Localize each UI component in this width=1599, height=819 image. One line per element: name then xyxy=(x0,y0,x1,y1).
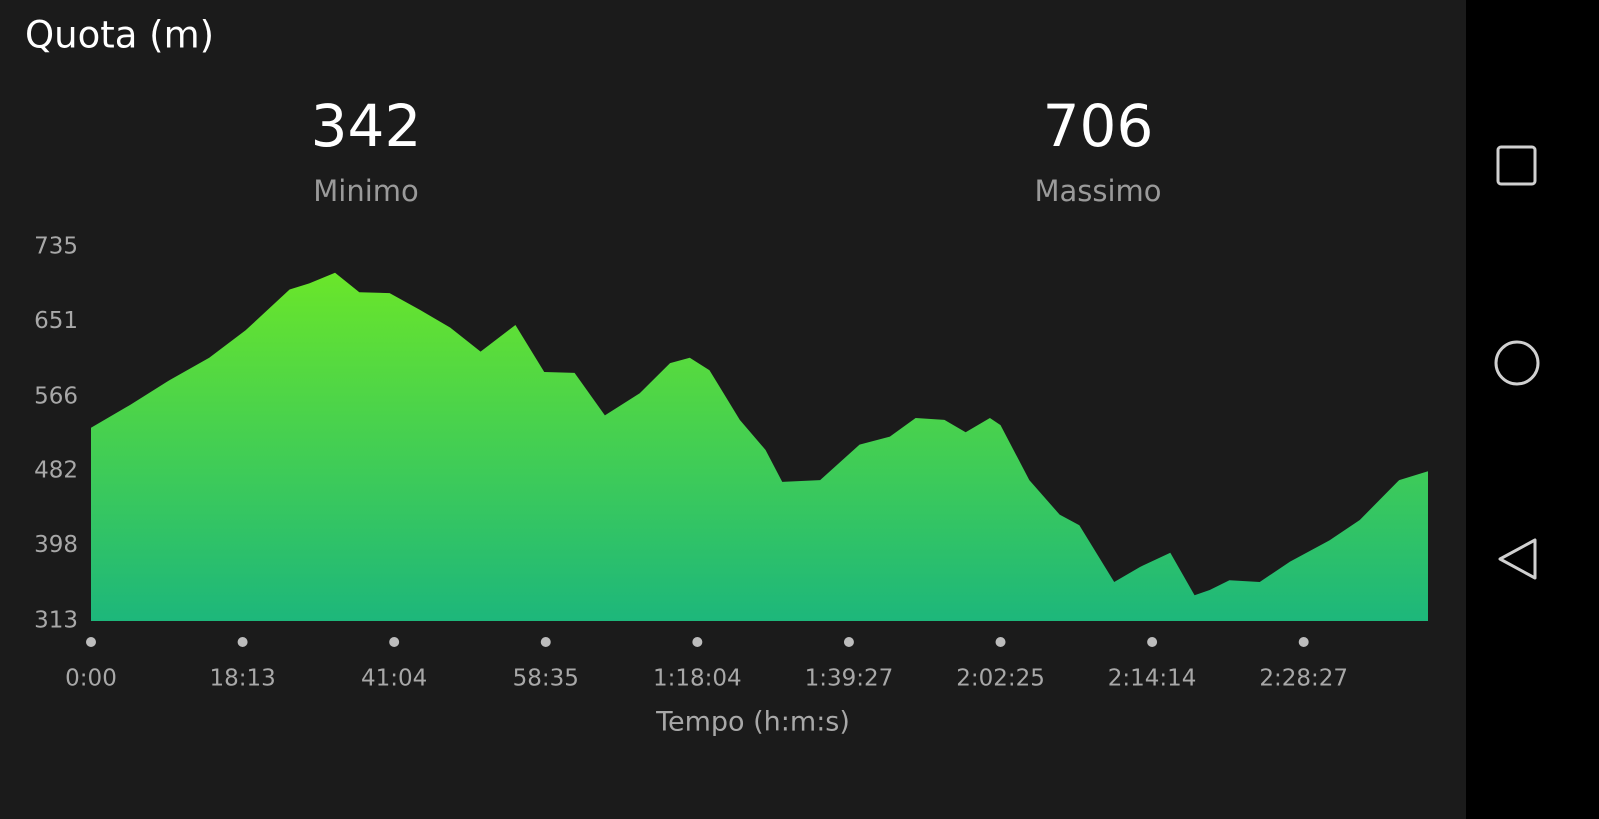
home-button[interactable] xyxy=(1494,340,1540,386)
x-tick-dot xyxy=(1298,637,1309,647)
y-tick-label: 482 xyxy=(34,458,78,484)
back-button[interactable] xyxy=(1498,538,1537,580)
x-tick-dot xyxy=(540,637,551,647)
recent-apps-button[interactable] xyxy=(1496,145,1537,186)
x-tick-dot xyxy=(843,637,854,647)
x-tick-label: 2:14:14 xyxy=(1108,666,1197,692)
x-tick-label: 1:18:04 xyxy=(653,666,742,692)
x-tick-dot xyxy=(995,637,1006,647)
x-tick-label: 2:28:27 xyxy=(1259,666,1348,692)
y-tick-label: 313 xyxy=(34,608,78,634)
x-tick-dot xyxy=(1147,637,1158,647)
stat-value: 706 xyxy=(1043,92,1154,160)
x-tick-dot xyxy=(692,637,703,647)
y-tick-label: 566 xyxy=(34,383,78,409)
x-tick-label: 41:04 xyxy=(361,666,427,692)
stat-value: 342 xyxy=(311,92,422,160)
stat-label: Massimo xyxy=(1034,174,1161,208)
y-tick-label: 735 xyxy=(34,234,78,260)
nav-bar xyxy=(1466,0,1599,819)
stat-label: Minimo xyxy=(313,174,419,208)
y-tick-label: 398 xyxy=(34,532,78,558)
y-tick-label: 651 xyxy=(34,308,78,334)
x-tick-label: 0:00 xyxy=(65,666,117,692)
x-tick-dot xyxy=(86,637,96,647)
x-tick-label: 18:13 xyxy=(209,666,275,692)
x-tick-dot xyxy=(389,637,400,647)
x-tick-label: 58:35 xyxy=(513,666,579,692)
screen-title: Quota (m) xyxy=(25,14,214,57)
elevation-area xyxy=(91,272,1428,621)
x-tick-dot xyxy=(237,637,248,647)
x-tick-label: 2:02:25 xyxy=(956,666,1045,692)
x-axis-title: Tempo (h:m:s) xyxy=(655,707,850,738)
x-tick-label: 1:39:27 xyxy=(805,666,894,692)
